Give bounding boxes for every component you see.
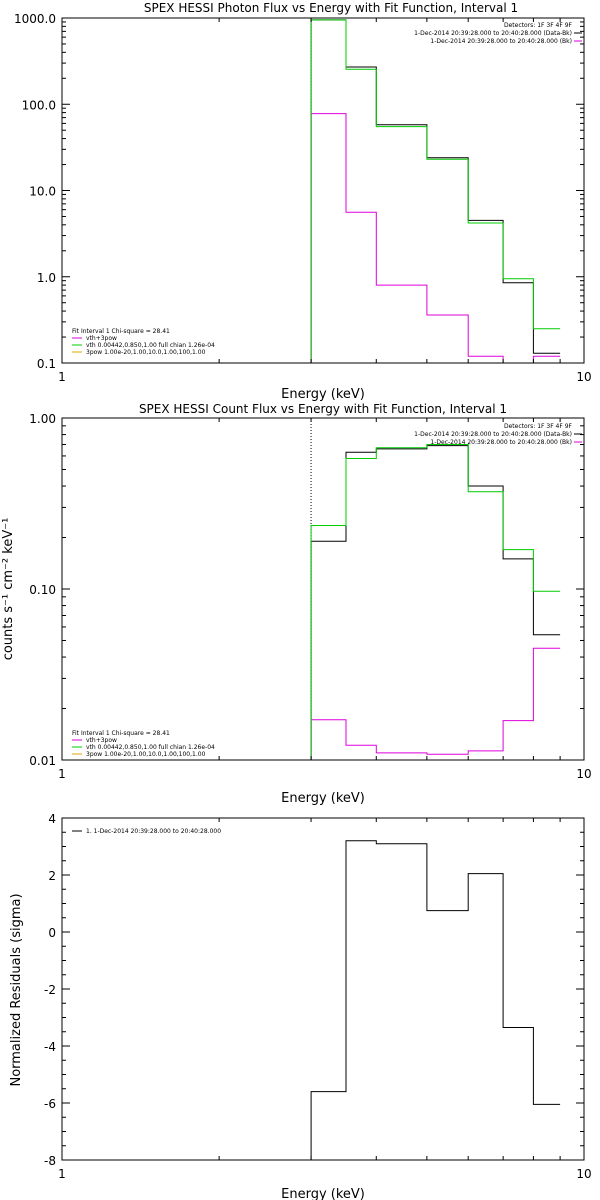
- photon-flux-panel: SPEX HESSI Photon Flux vs Energy with Fi…: [14, 1, 592, 402]
- legend: Detectors: 1F 3F 4F 9F 1-Dec-2014 20:39:…: [414, 423, 582, 446]
- x-tick-label: 10: [576, 370, 591, 384]
- fit-legend: Fit Interval 1 Chi-square = 28.41 vth+3p…: [72, 730, 215, 758]
- legend-entry: 1-Dec-2014 20:39:28.000 to 20:40:28.000 …: [414, 30, 572, 37]
- legend-title: Detectors: 1F 3F 4F 9F: [504, 423, 573, 430]
- y-tick-label: 1000.0: [14, 12, 56, 26]
- fit-legend-entry: 3pow 1.00e-20,1.00,10.0,1.00,100,1.00: [86, 349, 206, 356]
- chart-title: SPEX HESSI Count Flux vs Energy with Fit…: [139, 402, 507, 416]
- y-tick-label: 2: [48, 869, 56, 883]
- x-axis-label: Energy (keV): [281, 791, 365, 806]
- plot-data: [310, 840, 561, 1160]
- y-tick-label: 1.00: [29, 412, 56, 426]
- legend-entry: 1-Dec-2014 20:39:28.000 to 20:40:28.000 …: [430, 439, 572, 446]
- fit-legend-entry: 3pow 1.00e-20,1.00,10.0,1.00,100,1.00: [86, 751, 206, 758]
- legend-entry: 1-Dec-2014 20:39:28.000 to 20:40:28.000 …: [430, 38, 572, 45]
- y-tick-label: 10.0: [29, 185, 56, 199]
- y-axis-label: counts s⁻¹ cm⁻² keV⁻¹: [1, 518, 16, 661]
- y-tick-label: 4: [48, 812, 56, 826]
- x-axis-label: Energy (keV): [281, 387, 365, 402]
- series-line: [310, 647, 561, 760]
- y-tick-label: 1.0: [37, 271, 56, 285]
- y-tick-label: -6: [44, 1097, 56, 1111]
- x-tick-label: 1: [58, 767, 66, 781]
- legend: 1. 1-Dec-2014 20:39:28.000 to 20:40:28.0…: [72, 828, 221, 835]
- x-tick-label: 10: [576, 767, 591, 781]
- fit-legend-entry: vth 0.00442,0.850,1.00 full chian 1.26e-…: [86, 342, 215, 349]
- count-flux-panel: SPEX HESSI Count Flux vs Energy with Fit…: [1, 402, 592, 806]
- x-tick-label: 1: [58, 370, 66, 384]
- y-tick-label: 0.1: [37, 357, 56, 371]
- fit-legend: Fit Interval 1 Chi-square = 28.41 vth+3p…: [72, 328, 215, 356]
- x-tick-label: 1: [58, 1167, 66, 1181]
- legend-title: Detectors: 1F 3F 4F 9F: [504, 22, 573, 29]
- fit-legend-title: Fit Interval 1 Chi-square = 28.41: [72, 328, 170, 335]
- y-tick-label: 0.01: [29, 754, 56, 768]
- axis-ticks: 1 10 0.1 1.0 10.0 100.0 1000.0: [14, 12, 592, 384]
- axis-ticks: 1 10 0.01 0.10 1.00: [29, 412, 591, 781]
- legend-entry: 1. 1-Dec-2014 20:39:28.000 to 20:40:28.0…: [86, 828, 221, 835]
- y-axis-label: Normalized Residuals (sigma): [9, 893, 24, 1086]
- residuals-panel: 1 10 -8 -6 -4 -2 0 2 4 Normalized Residuals (sig…: [9, 812, 592, 1200]
- fit-legend-entry: vth+3pow: [86, 335, 117, 342]
- series-line: [310, 444, 561, 760]
- legend-entry: 1-Dec-2014 20:39:28.000 to 20:40:28.000 …: [414, 431, 572, 438]
- series-line: [310, 840, 561, 1160]
- y-tick-label: 100.0: [22, 98, 56, 112]
- fit-legend-title: Fit Interval 1 Chi-square = 28.41: [72, 730, 170, 737]
- chart-title: SPEX HESSI Photon Flux vs Energy with Fi…: [144, 1, 518, 15]
- fit-legend-entry: vth 0.00442,0.850,1.00 full chian 1.26e-…: [86, 744, 215, 751]
- axis-ticks: 1 10 -8 -6 -4 -2 0 2 4: [44, 812, 592, 1181]
- x-axis-label: Energy (keV): [281, 1187, 365, 1200]
- x-tick-label: 10: [576, 1167, 591, 1181]
- y-tick-label: -2: [44, 983, 56, 997]
- legend: Detectors: 1F 3F 4F 9F 1-Dec-2014 20:39:…: [414, 22, 582, 45]
- y-tick-label: -8: [44, 1154, 56, 1168]
- series-line: [310, 19, 561, 363]
- y-tick-label: 0: [48, 926, 56, 940]
- y-tick-label: -4: [44, 1040, 56, 1054]
- fit-legend-entry: vth+3pow: [86, 737, 117, 744]
- y-tick-label: 0.10: [29, 583, 56, 597]
- plot-data: [310, 418, 561, 760]
